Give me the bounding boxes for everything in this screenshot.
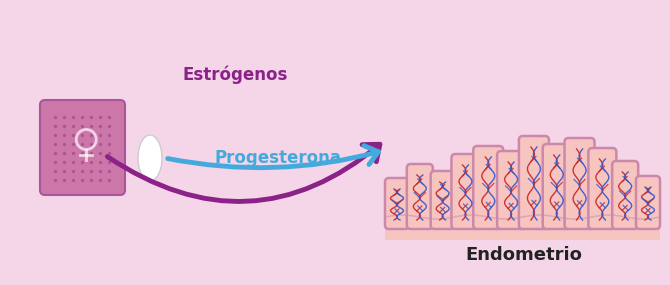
FancyBboxPatch shape xyxy=(612,161,639,229)
FancyArrowPatch shape xyxy=(107,144,380,201)
FancyBboxPatch shape xyxy=(407,164,433,229)
FancyBboxPatch shape xyxy=(473,146,503,229)
FancyBboxPatch shape xyxy=(543,144,571,229)
FancyBboxPatch shape xyxy=(588,148,616,229)
FancyBboxPatch shape xyxy=(497,151,525,229)
FancyBboxPatch shape xyxy=(452,154,480,229)
FancyArrowPatch shape xyxy=(168,146,379,168)
FancyBboxPatch shape xyxy=(431,171,455,229)
Bar xyxy=(385,220,660,240)
Text: Endometrio: Endometrio xyxy=(466,246,582,264)
Text: Estrógenos: Estrógenos xyxy=(182,66,287,84)
FancyBboxPatch shape xyxy=(385,178,409,229)
Ellipse shape xyxy=(138,135,162,181)
FancyBboxPatch shape xyxy=(636,176,660,229)
Text: Progesterona: Progesterona xyxy=(214,149,342,167)
FancyBboxPatch shape xyxy=(40,100,125,195)
FancyBboxPatch shape xyxy=(565,138,594,229)
FancyBboxPatch shape xyxy=(519,136,549,229)
